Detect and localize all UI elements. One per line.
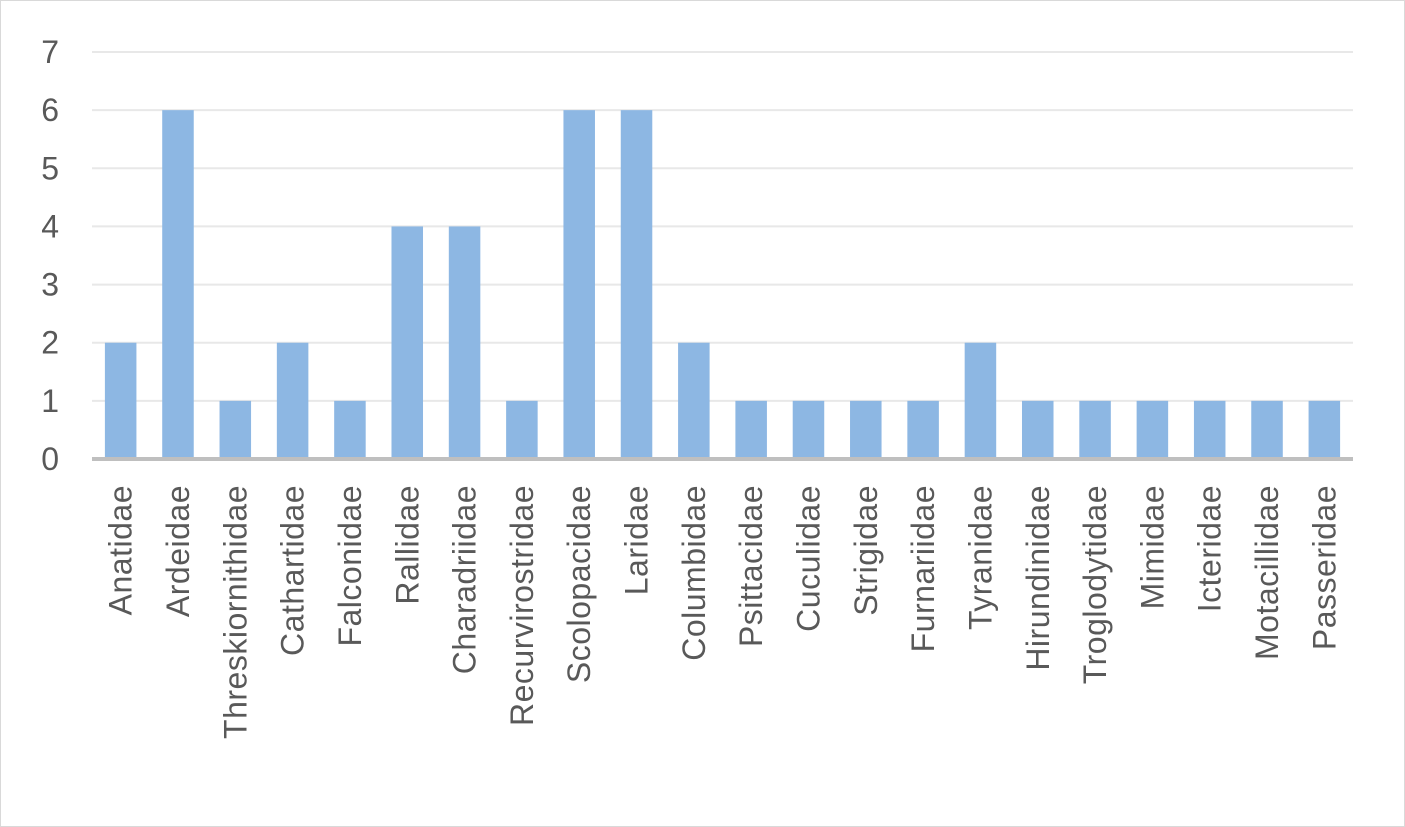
bar-psittacidae [735, 400, 767, 459]
x-category-label: Icteridae [1192, 485, 1228, 612]
x-axis-category-labels: Anatidae Ardeidae Threskiornithidae Cathart… [103, 485, 1343, 739]
bar-furnariidae [907, 400, 939, 459]
bar-troglodytidae [1079, 400, 1111, 459]
y-tick-label: 7 [41, 34, 59, 70]
y-tick-label: 2 [41, 325, 59, 361]
x-category-label: Recurvirostridae [504, 485, 540, 726]
bar-tyranidae [964, 342, 997, 459]
y-tick-label: 6 [41, 92, 59, 128]
bar-cathartidae [276, 342, 309, 459]
x-category-label: Threskiornithidae [217, 485, 253, 739]
bar-strigidae [850, 400, 882, 459]
bar-cuculidae [792, 400, 825, 459]
y-tick-label: 0 [41, 441, 59, 477]
y-tick-label: 3 [41, 267, 59, 303]
x-category-label: Tyranidae [962, 485, 998, 630]
x-category-label: Motacillidae [1249, 485, 1285, 660]
y-tick-label: 1 [41, 383, 59, 419]
x-category-label: Rallidae [389, 485, 425, 605]
x-category-label: Falconidae [332, 485, 368, 647]
bar-icteridae [1193, 400, 1226, 459]
bars [104, 110, 1341, 460]
bar-anatidae [104, 342, 137, 459]
bar-hirundinidae [1021, 400, 1054, 459]
bar-columbidae [678, 342, 710, 459]
x-category-label: Scolopacidae [561, 485, 597, 683]
bar-mimidae [1136, 400, 1169, 459]
x-category-label: Mimidae [1134, 485, 1170, 609]
x-category-label: Cathartidae [275, 485, 311, 656]
x-category-label: Anatidae [103, 485, 139, 615]
bar-rallidae [391, 226, 424, 459]
bar-passeridae [1308, 400, 1341, 459]
x-category-label: Strigidae [848, 485, 884, 616]
bar-falconidae [334, 400, 366, 459]
x-category-label: Charadriidae [447, 485, 483, 674]
x-category-label: Troglodytidae [1077, 485, 1113, 684]
x-category-label: Furnariidae [905, 485, 941, 652]
y-axis-tick-labels: 0 1 2 3 4 5 6 7 [41, 34, 59, 477]
x-category-label: Columbidae [676, 485, 712, 661]
bar-threskiornithidae [219, 400, 252, 459]
y-tick-label: 5 [41, 150, 59, 186]
x-category-label: Cuculidae [790, 485, 826, 632]
bar-charadriidae [448, 226, 481, 459]
y-tick-label: 4 [41, 208, 59, 244]
x-category-label: Laridae [619, 485, 655, 595]
bar-motacillidae [1251, 400, 1283, 459]
x-category-label: Hirundinidae [1020, 485, 1056, 671]
bar-recurvirostridae [506, 400, 538, 459]
x-category-label: Passeridae [1306, 485, 1342, 650]
x-category-label: Ardeidae [160, 485, 196, 617]
bar-ardeidae [162, 110, 194, 460]
x-category-label: Psittacidae [733, 485, 769, 647]
bar-laridae [620, 110, 653, 460]
bar-scolopacidae [563, 110, 595, 460]
